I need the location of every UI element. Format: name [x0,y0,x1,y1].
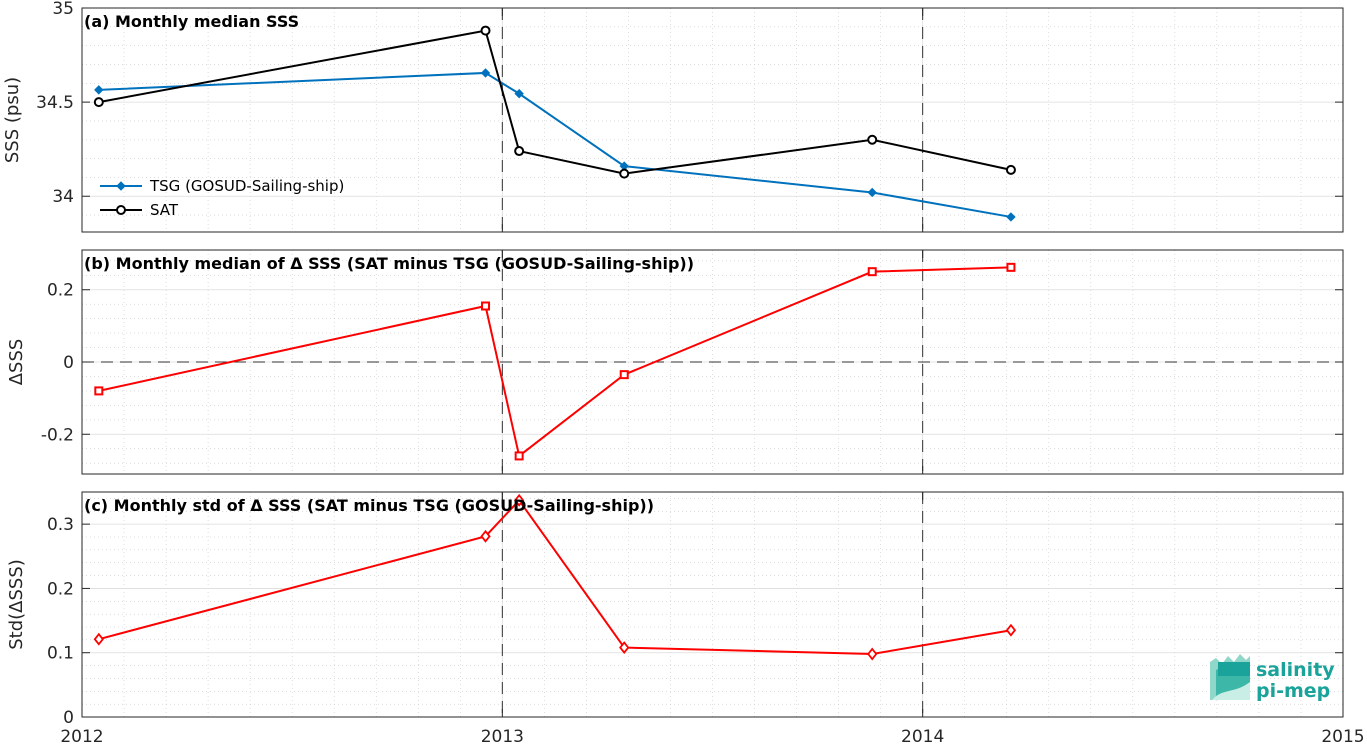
data-point-0-1 [480,68,491,78]
y-tick-label: 0.2 [47,281,74,301]
data-point-1-2 [514,146,525,157]
legend-marker-1 [116,205,126,215]
legend-marker-0 [116,181,126,191]
data-point-1-1 [480,25,491,36]
salinity-pi-mep-logo: salinity pi-mep [1210,654,1335,702]
panel-title: (b) Monthly median of Δ SSS (SAT minus T… [84,254,694,273]
panel-title: (c) Monthly std of Δ SSS (SAT minus TSG … [84,496,654,515]
series-line-0 [98,266,1011,458]
x-tick-label: 2014 [901,727,944,745]
data-point-0-3 [619,370,629,380]
data-point-0-2 [514,451,524,461]
y-tick-label: -0.2 [41,425,74,445]
data-point-0-4 [867,647,878,661]
data-point-1-5 [1005,164,1016,175]
data-point-0-2 [514,88,524,99]
legend: TSG (GOSUD-Sailing-ship) SAT [100,177,344,219]
axes-frame [81,491,1344,718]
y-axis-label: SSS (psu) [2,77,23,163]
y-tick-label: 0.2 [47,579,74,599]
y-tick-label: 0.3 [47,515,74,535]
y-tick-label: 0 [63,708,74,728]
y-tick-label: 0.1 [47,644,74,664]
series-line-1 [98,29,1012,175]
data-point-0-4 [867,187,877,198]
panel-a: 34 34.5 35 SSS (psu) (a) Monthly median SSS T… [2,0,1344,233]
data-point-0-1 [481,301,491,311]
panel-c: 0 0.1 0.2 0.3 2012 2013 2014 2015 Std(ΔSSS) (c) M… [6,491,1365,745]
data-point-1-0 [93,97,104,108]
data-point-0-1 [480,529,491,543]
panel-title: (a) Monthly median SSS [84,12,299,31]
data-point-0-3 [619,641,630,655]
logo-text-salinity: salinity [1256,659,1335,681]
panel-b: -0.2 0 0.2 ΔSSS (b) Monthly median of Δ SSS … [6,249,1344,475]
y-tick-label: 34 [52,187,74,207]
legend-label-1: SAT [150,201,179,219]
x-tick-label: 2012 [60,727,103,745]
data-point-0-2 [513,493,525,507]
logo-text-pi-mep: pi-mep [1256,680,1330,702]
data-point-1-4 [867,134,878,145]
y-tick-label: 34.5 [36,93,74,113]
legend-label-0: TSG (GOSUD-Sailing-ship) [149,177,344,195]
data-point-0-0 [94,386,104,396]
axes-frame [81,7,1344,233]
x-tick-label: 2015 [1321,727,1364,745]
data-point-0-0 [93,632,104,646]
y-axis-label: Std(ΔSSS) [6,559,27,650]
data-point-0-5 [1006,262,1016,272]
series-line-0 [98,71,1012,218]
data-point-0-4 [867,267,877,277]
data-point-0-0 [94,85,104,95]
x-tick-label: 2013 [481,727,524,745]
series-line-0 [98,498,1012,656]
data-point-1-3 [619,168,630,179]
y-tick-label: 0 [63,353,74,373]
data-point-0-5 [1006,212,1016,222]
y-axis-label: ΔSSS [6,339,27,386]
data-point-0-5 [1005,623,1017,637]
y-tick-label: 35 [52,0,74,19]
logo-emblem-icon [1210,654,1250,700]
